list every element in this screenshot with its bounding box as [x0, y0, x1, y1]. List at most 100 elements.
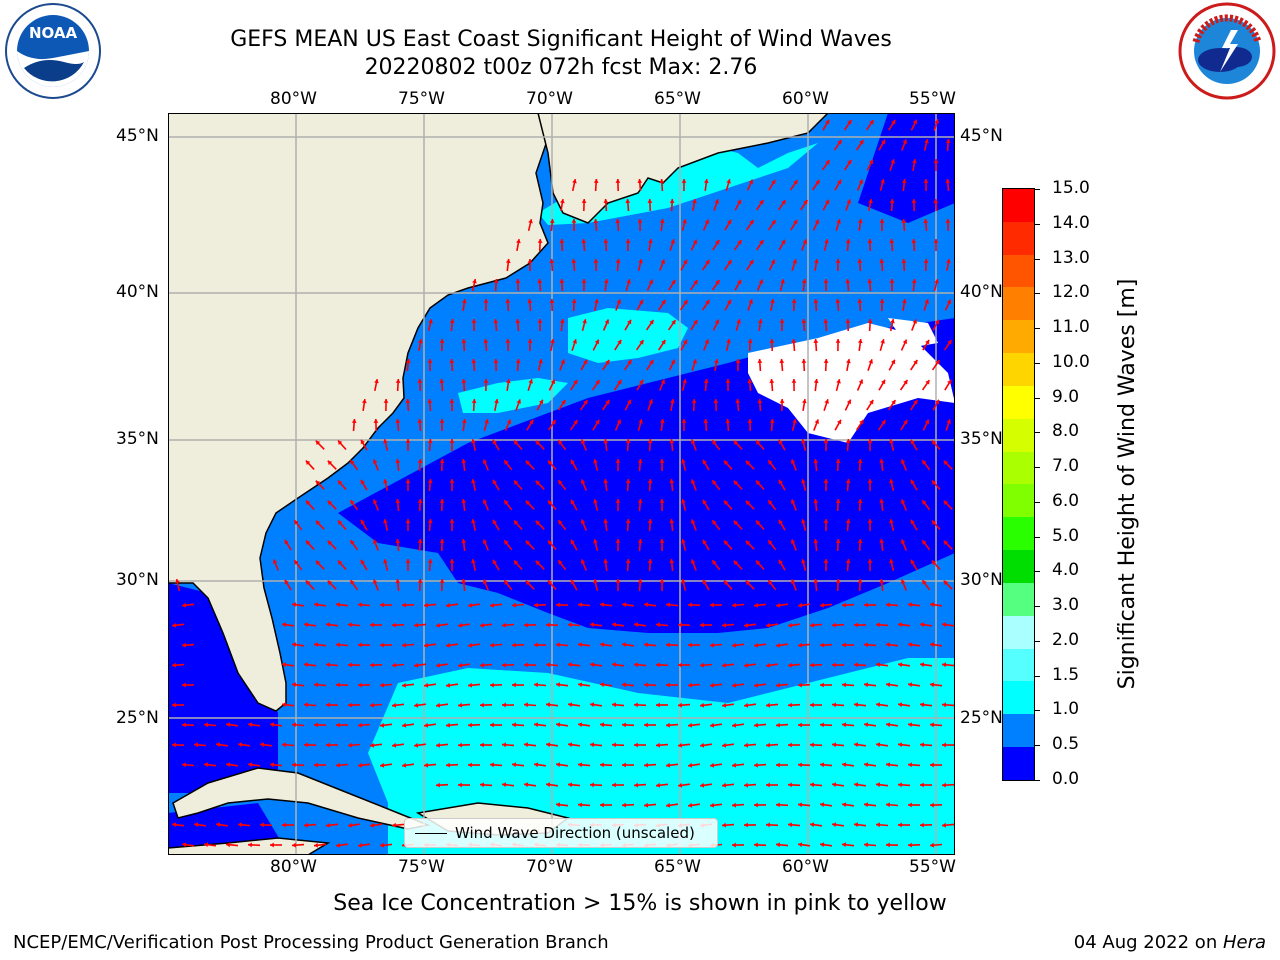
colorbar-tick-label: 4.0: [1052, 560, 1080, 581]
lon-label-top-70w: 70°W: [526, 89, 573, 109]
wave-arrow-head: [791, 299, 797, 303]
wave-arrow-head: [551, 420, 556, 425]
wave-arrow-head: [733, 520, 739, 526]
wave-arrow-head: [615, 459, 621, 463]
wave-arrow-head: [483, 299, 489, 303]
wave-arrow-head: [527, 259, 533, 263]
wave-arrow-head: [570, 459, 575, 465]
wave-arrow-head: [458, 702, 462, 708]
wave-arrow-head: [559, 279, 565, 283]
wave-arrow-head: [305, 460, 311, 465]
wave-arrow-head: [858, 179, 864, 184]
wave-arrow-head: [713, 399, 719, 403]
wave-arrow-head: [578, 602, 582, 608]
wave-arrow-head: [924, 299, 929, 304]
wave-arrow-head: [823, 319, 829, 323]
wave-arrow-head: [572, 179, 577, 184]
lat-label-left-30n: 30°N: [116, 570, 159, 590]
wave-arrow-head: [780, 279, 785, 284]
wave-arrow-head: [835, 579, 841, 583]
wave-arrow-head: [556, 682, 561, 688]
wave-arrow-head: [558, 480, 563, 485]
wave-arrow-head: [535, 440, 541, 446]
wave-arrow-head: [835, 539, 841, 543]
wave-arrow-head: [524, 742, 529, 748]
wave-arrow-head: [590, 622, 595, 628]
wave-arrow-head: [886, 722, 891, 728]
wave-arrow-head: [626, 279, 631, 284]
wave-arrow-head: [427, 439, 433, 443]
wave-arrow-head: [876, 622, 880, 628]
wave-arrow-head: [402, 762, 407, 768]
wave-arrow-head: [622, 602, 627, 608]
wave-arrow-head: [801, 319, 807, 323]
wave-arrow-head: [380, 722, 385, 728]
wave-arrow-head: [424, 762, 429, 768]
wave-arrow-head: [690, 559, 696, 564]
wave-arrow-head: [754, 722, 759, 728]
wave-arrow-head: [504, 580, 509, 585]
wave-height-map: [168, 113, 955, 855]
wave-arrow-head: [733, 480, 739, 486]
wave-arrow-head: [669, 439, 675, 444]
wave-arrow-head: [593, 499, 598, 504]
wave-arrow-head: [934, 319, 940, 325]
wave-arrow-head: [942, 622, 947, 628]
wave-arrow-head: [864, 842, 868, 848]
wave-arrow-head: [612, 702, 616, 708]
colorbar-tick-mark: [1034, 293, 1040, 295]
wave-arrow-head: [908, 802, 912, 808]
wave-arrow-head: [835, 499, 841, 503]
wave-arrow-head: [348, 702, 352, 708]
wave-arrow-head: [656, 622, 660, 628]
wave-arrow-head: [490, 682, 494, 688]
wave-arrow-head: [930, 802, 934, 808]
wave-arrow-head: [867, 239, 873, 243]
wave-arrow-head: [326, 822, 331, 828]
wave-arrow-head: [561, 400, 566, 405]
wave-arrow-head: [172, 662, 176, 668]
wave-arrow-head: [745, 460, 751, 466]
wave-arrow-head: [373, 539, 378, 544]
wave-arrow-head: [879, 459, 885, 464]
wave-arrow-head: [688, 682, 692, 688]
wave-arrow-head: [549, 259, 555, 263]
wave-arrow-head: [373, 579, 378, 584]
wave-arrow-head: [282, 822, 286, 828]
wave-arrow-head: [600, 602, 605, 608]
wave-arrow-head: [757, 319, 763, 324]
wave-arrow-head: [691, 399, 697, 403]
lon-label-top-80w: 80°W: [270, 89, 317, 109]
lat-label-right-35n: 35°N: [960, 429, 1003, 449]
wave-arrow-head: [890, 359, 896, 365]
wave-arrow-head: [880, 339, 885, 344]
wave-arrow-head: [791, 379, 797, 383]
wave-arrow-head: [845, 479, 851, 483]
wave-arrow-head: [768, 500, 773, 505]
colorbar-label: Significant Height of Wind Waves [m]: [1115, 278, 1140, 690]
wave-arrow-head: [754, 762, 758, 768]
wave-arrow-head: [637, 179, 643, 183]
wave-arrow-head: [458, 782, 462, 788]
wave-arrow-head: [768, 580, 773, 585]
wave-arrow-head: [814, 219, 820, 224]
wave-arrow-head: [417, 539, 423, 543]
wave-arrow-head: [779, 399, 785, 403]
wave-arrow-head: [898, 662, 903, 668]
wave-arrow-head: [735, 399, 741, 403]
wave-arrow-head: [745, 580, 751, 586]
wave-arrow-head: [383, 559, 388, 564]
wave-arrow-head: [712, 560, 717, 565]
wave-arrow-head: [414, 622, 418, 628]
wave-arrow-head: [314, 602, 319, 608]
wave-arrow-head: [835, 299, 841, 303]
colorbar-tick-mark: [1034, 606, 1040, 608]
wave-arrow-head: [757, 359, 763, 363]
wave-arrow-head: [370, 622, 374, 628]
wave-arrow-head: [671, 279, 676, 285]
wave-arrow-head: [350, 460, 355, 465]
wave-arrow-head: [468, 642, 473, 648]
wave-arrow-head: [810, 622, 814, 628]
wave-arrow-head: [798, 762, 802, 768]
wave-arrow-head: [512, 682, 516, 688]
